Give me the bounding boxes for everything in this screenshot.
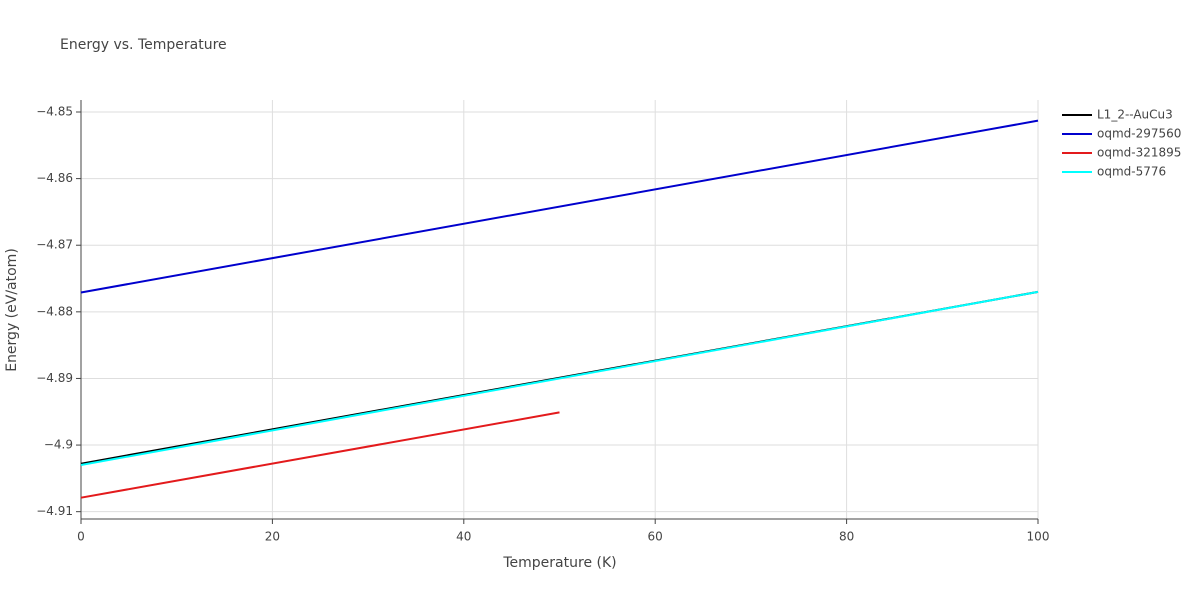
chart-title: Energy vs. Temperature [60,37,227,53]
y-tick-label: −4.9 [44,438,73,452]
x-tick-label: 20 [265,530,280,544]
y-axis-title: Energy (eV/atom) [4,248,20,372]
series-line [80,290,1039,467]
y-tick-label: −4.87 [36,238,73,252]
x-tick-label: 100 [1027,530,1050,544]
y-tick-label: −4.85 [36,104,73,118]
y-tick-label: −4.88 [36,304,73,318]
series-line [80,119,1039,294]
x-tick-label: 0 [77,530,85,544]
y-tick-label: −4.91 [36,504,73,518]
series-line [80,411,560,499]
x-axis-title: Temperature (K) [502,555,616,571]
legend-label: oqmd-321895 [1097,146,1181,160]
y-tick-label: −4.86 [36,171,73,185]
y-tick-label: −4.89 [36,371,73,385]
x-tick-label: 80 [839,530,854,544]
x-tick-label: 40 [456,530,471,544]
legend-label: oqmd-5776 [1097,165,1166,179]
legend-label: oqmd-297560 [1097,127,1181,141]
legend-label: L1_2--AuCu3 [1097,108,1173,122]
x-tick-label: 60 [648,530,663,544]
